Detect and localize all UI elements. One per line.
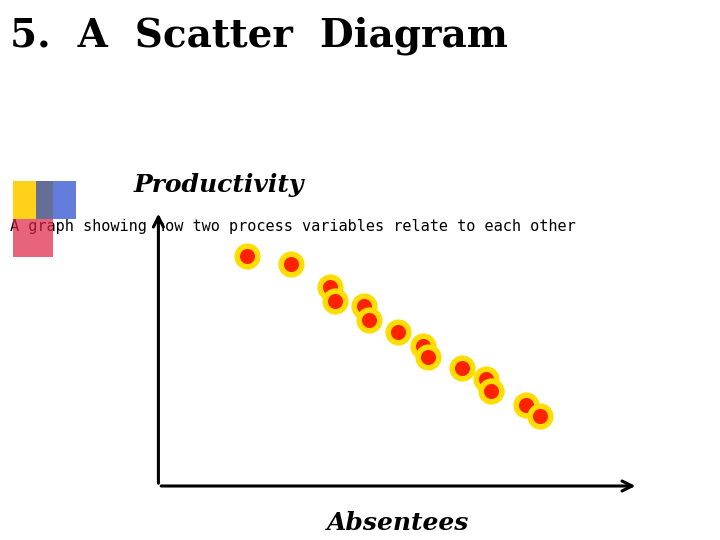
Point: [481, 375, 492, 383]
Bar: [13, 219, 53, 256]
Point: [240, 252, 252, 260]
Bar: [13, 181, 53, 219]
Point: [329, 296, 341, 305]
Bar: [36, 181, 76, 219]
Text: Absentees: Absentees: [327, 511, 469, 535]
Point: [359, 302, 370, 310]
Point: [534, 411, 546, 420]
Text: A graph showing how two process variables relate to each other: A graph showing how two process variable…: [10, 219, 576, 234]
Point: [485, 386, 497, 395]
Point: [324, 282, 336, 291]
Point: [520, 400, 531, 409]
Point: [363, 316, 374, 325]
Point: [456, 364, 468, 373]
Text: 5.  A  Scatter  Diagram: 5. A Scatter Diagram: [10, 16, 508, 55]
Point: [417, 341, 428, 350]
Point: [285, 260, 297, 268]
Text: Productivity: Productivity: [134, 173, 305, 197]
Point: [422, 353, 433, 361]
Point: [392, 327, 404, 336]
